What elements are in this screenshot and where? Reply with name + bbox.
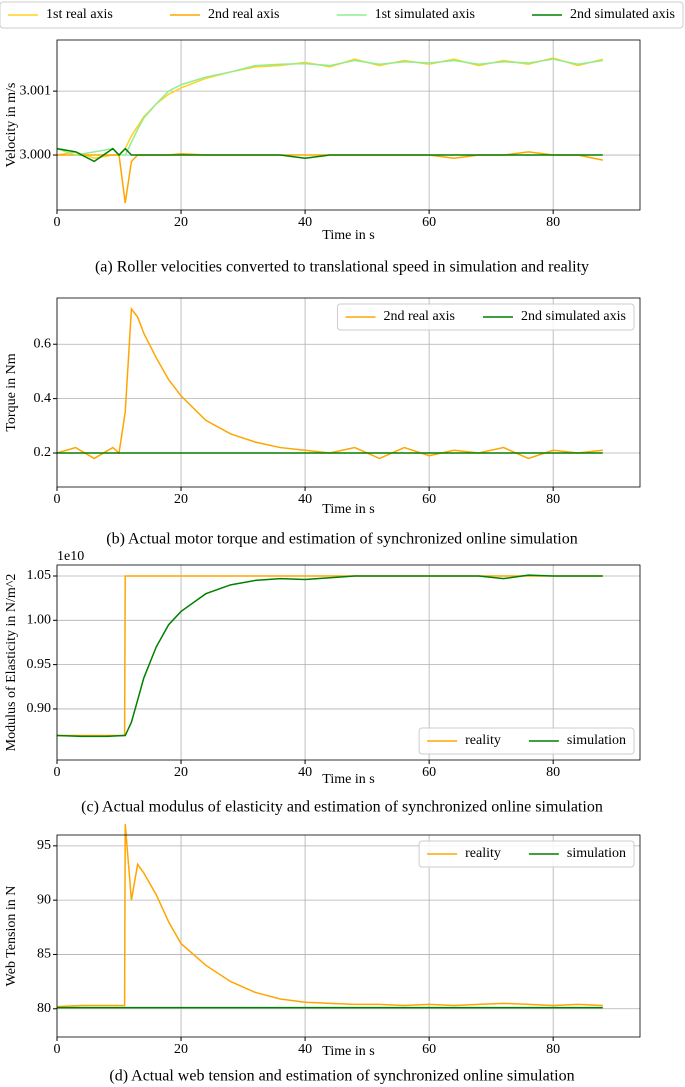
x-axis-label: Time in s — [322, 502, 374, 517]
legend-label: reality — [465, 846, 501, 861]
x-tick-label: 20 — [174, 765, 188, 780]
series-line — [56, 306, 603, 460]
x-tick-label: 20 — [174, 492, 188, 507]
x-axis-label: Time in s — [322, 772, 374, 787]
x-tick-label: 0 — [54, 492, 61, 507]
y-tick-label: 0.90 — [27, 701, 52, 716]
y-tick-label: 0.95 — [27, 657, 52, 672]
y-tick-label: 3.000 — [20, 147, 52, 162]
legend: 2nd real axis 2nd simulated axis — [336, 303, 635, 331]
y-axis-label: Web Tension in N — [4, 886, 19, 987]
caption: (c) Actual modulus of elasticity and est… — [81, 799, 603, 816]
legend-label: simulation — [567, 846, 626, 861]
y-tick-label: 0.4 — [34, 391, 52, 406]
series-line — [56, 147, 603, 163]
y-tick-label: 3.001 — [20, 83, 52, 98]
y-tick-label: 0.2 — [34, 445, 52, 460]
plot-frame — [56, 297, 641, 488]
caption: (a) Roller velocities converted to trans… — [95, 259, 589, 276]
series-line — [56, 824, 603, 1008]
x-tick-label: 80 — [546, 215, 560, 230]
x-tick-label: 40 — [298, 765, 312, 780]
legend: 1st real axis 2nd real axis 1st simulated … — [0, 1, 684, 29]
series-line — [56, 58, 603, 156]
legend-label: 2nd real axis — [383, 309, 455, 324]
y-tick-label: 1.05 — [27, 568, 52, 583]
series-line — [57, 151, 603, 204]
series-line — [56, 57, 603, 160]
x-tick-label: 60 — [422, 492, 436, 507]
x-tick-label: 20 — [174, 215, 188, 230]
legend-frame — [418, 840, 635, 868]
caption: (d) Actual web tension and estimation of… — [109, 1068, 574, 1085]
x-axis-label: Time in s — [322, 1044, 374, 1059]
legend-frame — [418, 727, 635, 755]
series-line — [57, 575, 603, 737]
x-tick-label: 0 — [54, 1042, 61, 1057]
legend-label: 2nd real axis — [208, 7, 280, 22]
caption: (b) Actual motor torque and estimation o… — [106, 531, 577, 548]
x-tick-label: 80 — [546, 492, 560, 507]
x-tick-label: 80 — [546, 765, 560, 780]
y-tick-label: 85 — [37, 947, 51, 962]
y-tick-label: 90 — [37, 892, 51, 907]
offset-text: 1e10 — [57, 549, 84, 564]
x-tick-label: 80 — [546, 1042, 560, 1057]
y-tick-label: 0.6 — [34, 336, 52, 351]
x-tick-label: 40 — [298, 215, 312, 230]
plot-frame — [56, 564, 641, 761]
legend-label: 1st simulated axis — [375, 7, 475, 22]
series-line — [56, 574, 603, 738]
x-tick-label: 60 — [422, 1042, 436, 1057]
y-tick-label: 1.00 — [27, 613, 52, 628]
legend: reality simulation — [418, 727, 635, 755]
x-tick-label: 40 — [298, 492, 312, 507]
x-tick-label: 20 — [174, 1042, 188, 1057]
x-tick-label: 0 — [54, 215, 61, 230]
y-tick-label: 95 — [37, 838, 51, 853]
x-tick-label: 60 — [422, 215, 436, 230]
legend-label: reality — [465, 733, 501, 748]
legend-label: 2nd simulated axis — [570, 7, 675, 22]
legend-label: simulation — [567, 733, 626, 748]
y-axis-label: Velocity in m/s — [4, 83, 19, 168]
x-tick-label: 60 — [422, 765, 436, 780]
legend-label: 2nd simulated axis — [521, 309, 626, 324]
plot-frame — [56, 39, 641, 211]
legend: reality simulation — [418, 840, 635, 868]
x-tick-label: 40 — [298, 1042, 312, 1057]
y-axis-label: Torque in Nm — [4, 353, 19, 431]
x-axis-label: Time in s — [322, 228, 374, 243]
x-tick-label: 0 — [54, 765, 61, 780]
legend-label: 1st real axis — [46, 7, 113, 22]
plot-frame — [56, 834, 641, 1038]
y-axis-label: Modulus of Elasticity in N/m^2 — [4, 574, 19, 752]
y-tick-label: 80 — [37, 1001, 51, 1016]
